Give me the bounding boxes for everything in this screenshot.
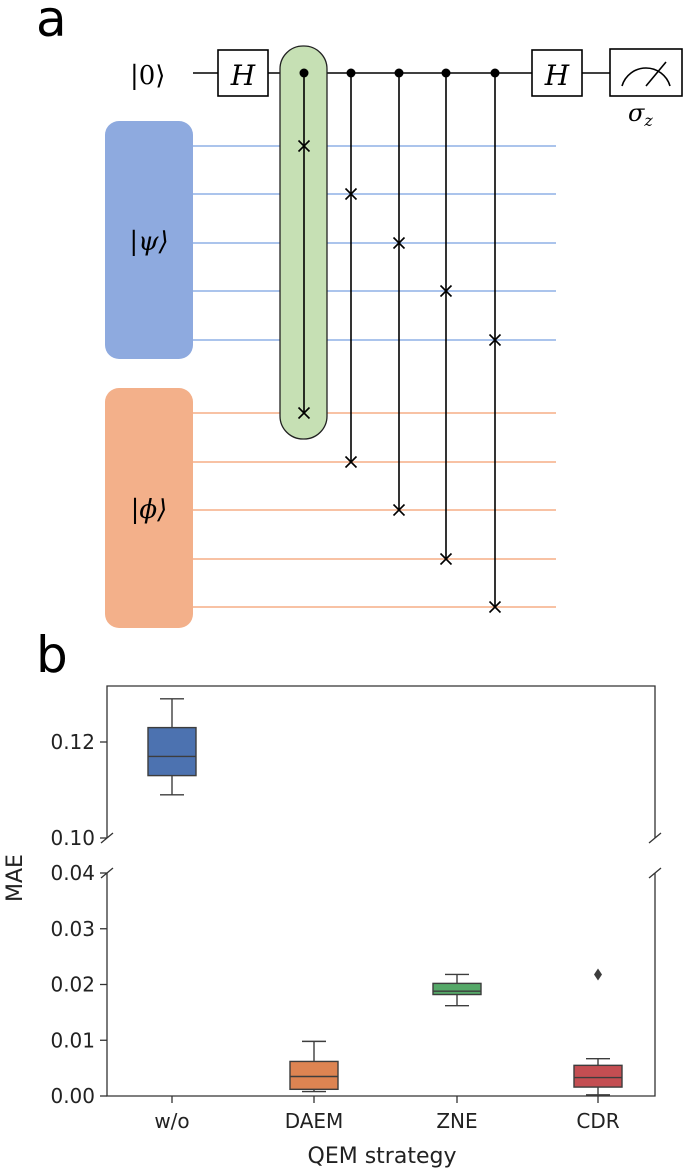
swap-cross-2-1 xyxy=(344,187,358,201)
lower-tick-label-0: 0.00 xyxy=(50,1084,95,1108)
lower-axes-frame xyxy=(106,873,656,1097)
ancilla-ket-label: |0⟩ xyxy=(130,61,165,91)
upper-tick-label-0: 0.10 xyxy=(50,826,95,850)
x-tick-label-1: DAEM xyxy=(285,1109,344,1133)
swap-cross-2-2 xyxy=(344,455,358,469)
box-DAEM xyxy=(289,1040,339,1093)
box-CDR xyxy=(573,968,623,1096)
lower-tick-label-3: 0.03 xyxy=(50,917,95,941)
psi-register-block xyxy=(105,121,193,359)
box-body xyxy=(432,982,482,996)
control-dot-5 xyxy=(490,68,500,78)
box-body xyxy=(573,1064,623,1088)
control-dot-3 xyxy=(394,68,404,78)
swap-cross-1-1 xyxy=(297,139,311,153)
upper-tick-label-1: 0.12 xyxy=(50,730,95,754)
phi-register-label: |ϕ⟩ xyxy=(131,495,168,525)
y-axis-label: MAE xyxy=(3,854,28,902)
axis-break-mark-upper-right xyxy=(648,832,662,844)
phi-register-block xyxy=(105,388,193,628)
control-dot-1 xyxy=(299,68,309,78)
box-body xyxy=(289,1060,339,1091)
x-axis-label: QEM strategy xyxy=(308,1144,457,1169)
psi-register-label: |ψ⟩ xyxy=(129,227,168,257)
box-body xyxy=(147,726,197,777)
box-ZNE xyxy=(432,973,482,1007)
axis-break-mark-lower-right xyxy=(648,867,662,879)
meter-needle-icon xyxy=(645,61,667,87)
swap-cross-4-2 xyxy=(439,552,453,566)
upper-axes-frame xyxy=(106,685,656,838)
hadamard-gate-1-label: H xyxy=(230,59,256,92)
x-ticks: w/o DAEM ZNE CDR xyxy=(154,1096,620,1133)
swap-cross-5-1 xyxy=(488,333,502,347)
swap-cross-5-2 xyxy=(488,600,502,614)
meter-arc-icon xyxy=(621,67,671,87)
box-w/o xyxy=(147,698,197,796)
x-tick-label-3: CDR xyxy=(576,1109,619,1133)
lower-tick-label-2: 0.02 xyxy=(50,973,95,997)
lower-y-ticks: 0.00 0.01 0.02 0.03 0.04 xyxy=(50,861,107,1108)
control-dot-2 xyxy=(346,68,356,78)
lower-tick-label-1: 0.01 xyxy=(50,1028,95,1052)
swap-cross-4-1 xyxy=(439,284,453,298)
psi-wires xyxy=(193,145,556,341)
panel-b-label: b xyxy=(36,626,68,684)
measurement-gate xyxy=(609,48,683,97)
boxes xyxy=(147,698,623,1096)
hadamard-gate-2 xyxy=(531,49,583,97)
controlled-swap-gates xyxy=(297,68,502,614)
swap-cross-3-1 xyxy=(392,236,406,250)
box-chart: 0.10 0.12 0.00 0.01 0.02 0.03 0.04 w/o DAEM ZNE… xyxy=(3,685,662,1169)
panel-a-label: a xyxy=(36,0,67,48)
swap-cross-1-2 xyxy=(297,406,311,420)
x-tick-label-0: w/o xyxy=(154,1109,189,1133)
phi-wires xyxy=(193,412,556,608)
swap-cross-3-2 xyxy=(392,503,406,517)
upper-y-ticks: 0.10 0.12 xyxy=(50,730,107,850)
flier-0 xyxy=(594,968,602,981)
control-dot-4 xyxy=(441,68,451,78)
lower-tick-label-4: 0.04 xyxy=(50,861,95,885)
x-tick-label-2: ZNE xyxy=(436,1109,477,1133)
measure-observable-label: σz xyxy=(628,99,653,130)
hadamard-gate-1 xyxy=(217,49,269,97)
hadamard-gate-2-label: H xyxy=(544,59,570,92)
